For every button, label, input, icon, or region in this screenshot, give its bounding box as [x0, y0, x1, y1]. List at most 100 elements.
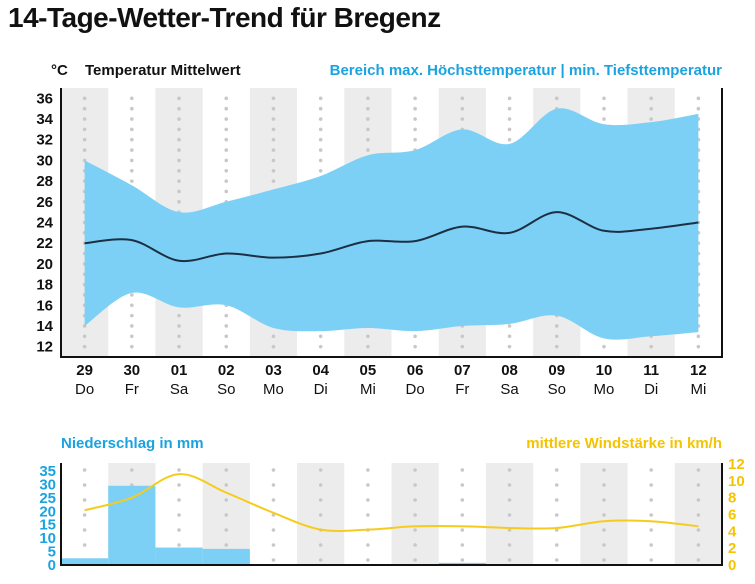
- mean-temperature-point: [554, 210, 559, 215]
- x-tick-weekday: Di: [644, 381, 658, 398]
- x-tick-weekday: Sa: [170, 381, 189, 398]
- x-tick-date: 10: [596, 362, 613, 379]
- grid-dot: [82, 127, 87, 132]
- y-tick-label: 18: [36, 277, 53, 294]
- y-tick-label: 20: [36, 256, 53, 273]
- grid-dot: [130, 96, 134, 101]
- precipitation-bar: [438, 562, 486, 565]
- grid-dot: [554, 324, 559, 328]
- precipitation-legend: Niederschlag in mm: [61, 435, 204, 452]
- grid-dot: [82, 148, 87, 152]
- grid-dot: [602, 106, 606, 111]
- mean-temperature-point: [271, 255, 276, 260]
- grid-dot: [177, 168, 181, 173]
- grid-dot: [271, 483, 276, 487]
- x-tick-date: 07: [454, 362, 471, 379]
- mean-temperature-point: [601, 228, 606, 233]
- precipitation-bar: [155, 547, 203, 565]
- grid-dot: [602, 117, 606, 121]
- grid-dot: [318, 168, 323, 173]
- grid-dot: [318, 468, 323, 472]
- wind-speed-line: [84, 473, 699, 533]
- grid-dot: [554, 96, 559, 101]
- grid-dot: [224, 324, 229, 328]
- grid-dot: [696, 468, 701, 472]
- grid-dot: [649, 344, 653, 349]
- precipitation-tick-label: 5: [48, 544, 56, 561]
- grid-dot: [130, 293, 134, 297]
- x-tick-date: 04: [312, 362, 329, 379]
- precipitation-bar: [61, 558, 109, 565]
- grid-dot: [507, 483, 512, 487]
- grid-dot: [413, 334, 417, 339]
- grid-dot: [413, 468, 417, 472]
- mean-temperature-point: [413, 239, 418, 244]
- grid-dot: [696, 344, 701, 349]
- grid-dot: [366, 106, 370, 111]
- grid-dot: [554, 558, 559, 562]
- grid-dot: [696, 498, 701, 502]
- grid-dot: [602, 344, 606, 349]
- grid-dot: [82, 543, 87, 547]
- grid-dot: [554, 498, 559, 502]
- grid-dot: [554, 468, 559, 472]
- grid-dot: [271, 543, 276, 547]
- grid-dot: [130, 117, 134, 121]
- grid-dot: [177, 498, 181, 502]
- grid-dot: [177, 313, 181, 318]
- mean-temperature-point: [82, 241, 87, 246]
- grid-dot: [696, 513, 701, 517]
- grid-dot: [366, 543, 370, 547]
- grid-dot: [507, 127, 512, 132]
- grid-dot: [460, 558, 465, 562]
- grid-dot: [602, 468, 606, 472]
- precipitation-tick-label: 10: [39, 530, 56, 547]
- grid-dot: [366, 498, 370, 502]
- grid-dot: [177, 334, 181, 339]
- grid-dot: [224, 313, 229, 318]
- grid-dot: [177, 483, 181, 487]
- grid-dot: [271, 158, 276, 163]
- mean-temperature-point: [649, 226, 654, 231]
- grid-dot: [177, 117, 181, 121]
- grid-dot: [507, 96, 512, 101]
- grid-dot: [507, 324, 512, 328]
- grid-dot: [177, 324, 181, 328]
- grid-dot: [318, 127, 323, 132]
- mean-temperature-point: [129, 238, 134, 243]
- precipitation-tick-label: 0: [48, 557, 56, 574]
- wind-tick-label: 12: [728, 456, 745, 473]
- precipitation-tick-label: 20: [39, 503, 56, 520]
- grid-dot: [177, 528, 181, 532]
- grid-dot: [224, 148, 229, 152]
- grid-dot: [82, 334, 87, 339]
- grid-dot: [271, 96, 276, 101]
- grid-dot: [130, 106, 134, 111]
- grid-dot: [696, 334, 701, 339]
- grid-dot: [177, 137, 181, 142]
- precipitation-tick-label: 35: [39, 463, 56, 480]
- grid-dot: [602, 483, 606, 487]
- grid-dot: [602, 558, 606, 562]
- x-tick-date: 12: [690, 362, 707, 379]
- grid-dot: [82, 137, 87, 142]
- grid-dot: [460, 483, 465, 487]
- grid-dot: [460, 543, 465, 547]
- temperature-unit-label: °C: [51, 62, 68, 79]
- x-tick-weekday: Mi: [690, 381, 706, 398]
- x-tick-weekday: Do: [406, 381, 425, 398]
- y-tick-label: 26: [36, 194, 53, 211]
- grid-dot: [271, 558, 276, 562]
- grid-dot: [413, 127, 417, 132]
- grid-dot: [318, 106, 323, 111]
- grid-dot: [460, 513, 465, 517]
- grid-dot: [177, 148, 181, 152]
- grid-dot: [460, 344, 465, 349]
- mean-temperature-point: [365, 239, 370, 244]
- grid-dot: [413, 528, 417, 532]
- grid-dot: [507, 558, 512, 562]
- grid-dot: [649, 513, 653, 517]
- grid-dot: [318, 543, 323, 547]
- grid-dot: [177, 200, 181, 204]
- grid-dot: [271, 127, 276, 132]
